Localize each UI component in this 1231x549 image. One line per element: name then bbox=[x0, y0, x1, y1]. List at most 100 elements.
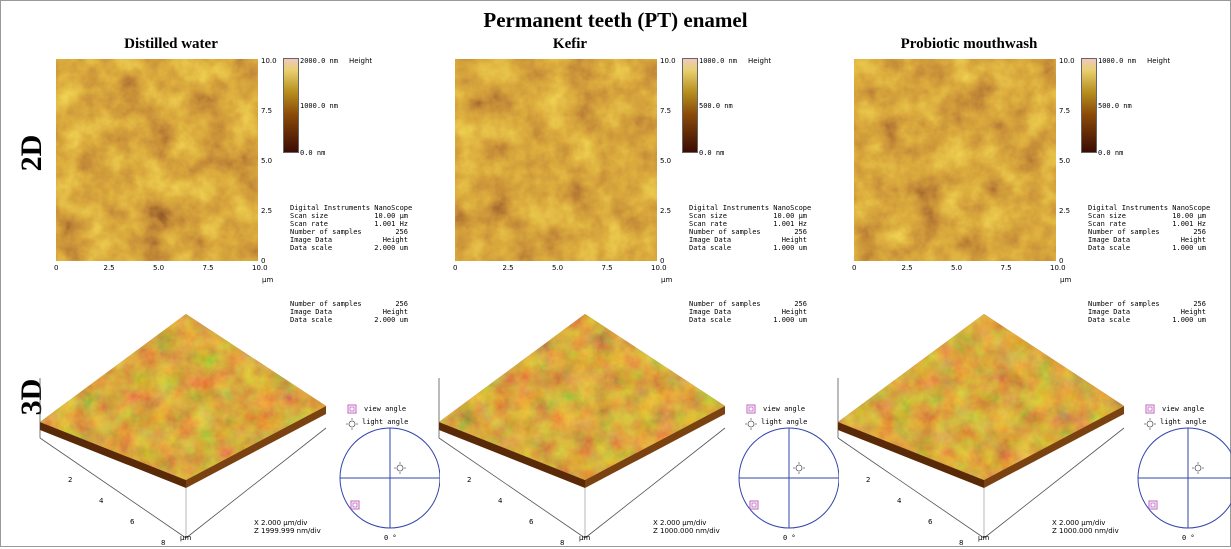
info-row: Data scale 1.000 um bbox=[689, 244, 807, 252]
height-color-scale bbox=[283, 58, 299, 153]
info-row: Image Data Height bbox=[290, 308, 408, 316]
x-tick-label: 7.5 bbox=[601, 264, 613, 272]
light-angle-label: light angle bbox=[761, 418, 808, 426]
info-value: 1.001 Hz bbox=[374, 220, 408, 228]
info-key: Number of samples bbox=[1088, 228, 1160, 236]
scale-mid-label: 500.0 nm bbox=[699, 102, 733, 110]
info-value: 1.000 um bbox=[773, 244, 807, 252]
x-tick-label: 2.5 bbox=[901, 264, 913, 272]
info-key: Image Data bbox=[290, 236, 333, 244]
panel-title: Kefir bbox=[552, 36, 588, 52]
view-angle-label: view angle bbox=[1162, 405, 1205, 413]
info-row: Number of samples 256 bbox=[290, 300, 408, 308]
info-key: Number of samples bbox=[689, 300, 761, 308]
y-tick-label: 10.0 bbox=[1059, 57, 1075, 65]
info-key: Number of samples bbox=[689, 228, 761, 236]
y-tick-label: 2.5 bbox=[261, 207, 273, 215]
y-tick-label: 2.5 bbox=[1059, 207, 1071, 215]
view-angle-label: view angle bbox=[763, 405, 806, 413]
info-value: 256 bbox=[395, 300, 408, 308]
info-key: Number of samples bbox=[290, 300, 362, 308]
y-tick-label: 5.0 bbox=[1059, 157, 1071, 165]
axis-3d-tick: 2 bbox=[467, 476, 472, 484]
z-div-label: Z 1000.000 nm/div bbox=[1052, 527, 1119, 535]
info-key: Image Data bbox=[1088, 308, 1131, 316]
info-key: Scan rate bbox=[1088, 220, 1126, 228]
x-tick-label: 10.0 bbox=[651, 264, 667, 272]
axis-3d-tick: 2 bbox=[68, 476, 73, 484]
x-tick-label: 7.5 bbox=[202, 264, 214, 272]
info-row: Number of samples 256 bbox=[1088, 228, 1206, 236]
scan-info-3d: Number of samples 256 Image Data Height Data… bbox=[290, 300, 408, 324]
y-tick-label: 5.0 bbox=[660, 157, 672, 165]
info-value: Height bbox=[781, 308, 807, 316]
axis-3d-tick: 4 bbox=[897, 497, 902, 505]
x-tick-label: 10.0 bbox=[252, 264, 268, 272]
info-key: Data scale bbox=[1088, 316, 1131, 324]
scan-info-3d: Number of samples 256 Image Data Height Data… bbox=[1088, 300, 1206, 324]
info-value: 256 bbox=[1193, 300, 1206, 308]
afm-2d-image bbox=[56, 59, 258, 261]
info-row: Data scale 1.000 um bbox=[1088, 316, 1206, 324]
info-key: Number of samples bbox=[1088, 300, 1160, 308]
axis-3d-tick: 8 bbox=[161, 539, 166, 547]
y-tick-label: 10.0 bbox=[261, 57, 277, 65]
angle-value: 0 ° bbox=[384, 534, 397, 542]
x-tick-label: 5.0 bbox=[552, 264, 564, 272]
axis-3d-unit: µm bbox=[180, 534, 192, 542]
y-tick-label: 7.5 bbox=[660, 107, 672, 115]
info-row: Scan size 10.00 µm bbox=[689, 212, 807, 220]
info-value: 1.000 um bbox=[1172, 244, 1206, 252]
info-row: Data scale 1.000 um bbox=[689, 316, 807, 324]
scan-info-2d: Digital Instruments NanoScope Scan size 10… bbox=[290, 204, 412, 252]
height-color-scale bbox=[682, 58, 698, 153]
y-tick-label: 5.0 bbox=[261, 157, 273, 165]
axis-3d-tick: 2 bbox=[866, 476, 871, 484]
afm-3d-surface bbox=[435, 310, 730, 540]
info-key: Image Data bbox=[689, 308, 732, 316]
info-key: Data scale bbox=[290, 316, 333, 324]
afm-3d-surface bbox=[36, 310, 331, 540]
info-row: Scan size 10.00 µm bbox=[1088, 212, 1206, 220]
info-header: Digital Instruments NanoScope bbox=[1088, 204, 1211, 212]
info-row: Data scale 1.000 um bbox=[1088, 244, 1206, 252]
info-key: Data scale bbox=[290, 244, 333, 252]
scale-top-label: 1000.0 nm bbox=[699, 57, 737, 65]
info-header: Digital Instruments NanoScope bbox=[689, 204, 812, 212]
scale-top-label: 1000.0 nm bbox=[1098, 57, 1136, 65]
info-value: 2.000 um bbox=[374, 316, 408, 324]
scan-info-2d: Digital Instruments NanoScope Scan size 10… bbox=[689, 204, 811, 252]
y-tick-label: 10.0 bbox=[660, 57, 676, 65]
axis-3d-tick: 4 bbox=[498, 497, 503, 505]
x-tick-label: 10.0 bbox=[1050, 264, 1066, 272]
z-div-label: Z 1000.000 nm/div bbox=[653, 527, 720, 535]
height-label: Height bbox=[349, 57, 373, 65]
info-row: Scan size 10.00 µm bbox=[290, 212, 408, 220]
info-key: Data scale bbox=[1088, 244, 1131, 252]
info-row: Image Data Height bbox=[290, 236, 408, 244]
info-row: Number of samples 256 bbox=[1088, 300, 1206, 308]
info-value: Height bbox=[382, 308, 408, 316]
info-value: 256 bbox=[1193, 228, 1206, 236]
y-tick-label: 0 bbox=[660, 257, 665, 265]
info-key: Scan rate bbox=[689, 220, 727, 228]
info-row: Scan rate 1.001 Hz bbox=[290, 220, 408, 228]
scale-mid-label: 1000.0 nm bbox=[300, 102, 338, 110]
info-value: 256 bbox=[395, 228, 408, 236]
info-value: Height bbox=[781, 236, 807, 244]
scan-info-3d: Number of samples 256 Image Data Height Data… bbox=[689, 300, 807, 324]
x-tick-label: 0 bbox=[852, 264, 857, 272]
afm-3d-surface bbox=[834, 310, 1129, 540]
info-value: 1.001 Hz bbox=[773, 220, 807, 228]
x-div-label: X 2.000 µm/div bbox=[254, 519, 308, 527]
panel-title: Probiotic mouthwash bbox=[900, 36, 1038, 52]
info-value: 1.000 um bbox=[773, 316, 807, 324]
angle-control[interactable] bbox=[1132, 400, 1231, 545]
scale-top-label: 2000.0 nm bbox=[300, 57, 338, 65]
axis-3d-tick: 4 bbox=[99, 497, 104, 505]
y-tick-label: 7.5 bbox=[1059, 107, 1071, 115]
angle-value: 0 ° bbox=[1182, 534, 1195, 542]
x-axis-unit: µm bbox=[661, 276, 673, 284]
info-value: Height bbox=[1180, 308, 1206, 316]
afm-2d-image bbox=[455, 59, 657, 261]
